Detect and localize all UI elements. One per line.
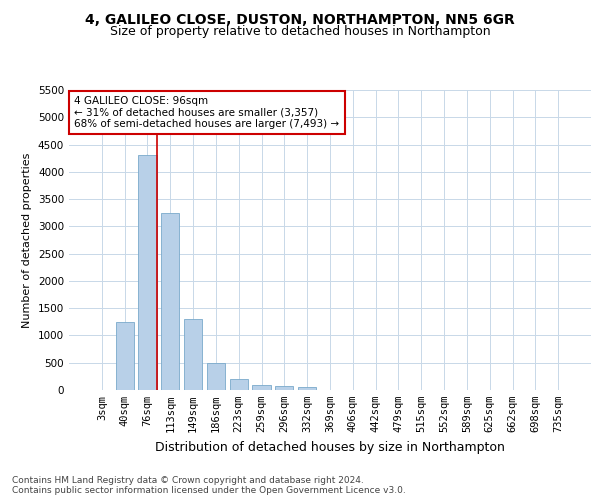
Bar: [275, 386, 293, 390]
Bar: [230, 379, 248, 390]
Text: 4 GALILEO CLOSE: 96sqm
← 31% of detached houses are smaller (3,357)
68% of semi-: 4 GALILEO CLOSE: 96sqm ← 31% of detached…: [74, 96, 340, 129]
Text: Contains HM Land Registry data © Crown copyright and database right 2024.
Contai: Contains HM Land Registry data © Crown c…: [12, 476, 406, 495]
Bar: [184, 319, 202, 390]
Text: 4, GALILEO CLOSE, DUSTON, NORTHAMPTON, NN5 6GR: 4, GALILEO CLOSE, DUSTON, NORTHAMPTON, N…: [85, 12, 515, 26]
Bar: [207, 362, 225, 390]
Bar: [139, 156, 157, 390]
X-axis label: Distribution of detached houses by size in Northampton: Distribution of detached houses by size …: [155, 440, 505, 454]
Text: Size of property relative to detached houses in Northampton: Size of property relative to detached ho…: [110, 25, 490, 38]
Bar: [116, 322, 134, 390]
Bar: [161, 212, 179, 390]
Bar: [298, 388, 316, 390]
Bar: [253, 384, 271, 390]
Y-axis label: Number of detached properties: Number of detached properties: [22, 152, 32, 328]
